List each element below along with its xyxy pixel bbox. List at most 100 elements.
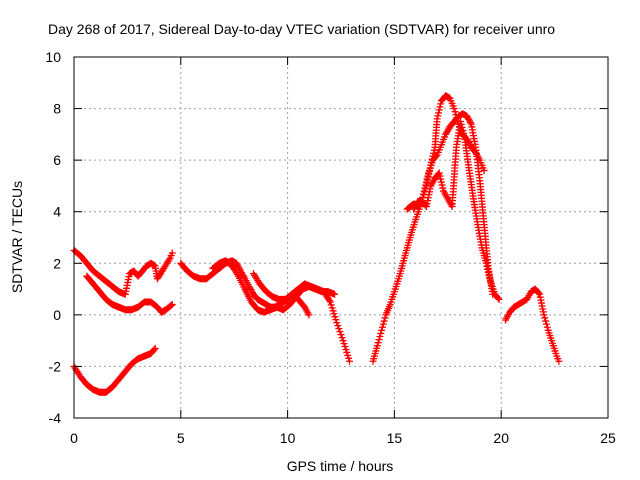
y-tick-label: -2 xyxy=(49,358,62,374)
x-axis-label: GPS time / hours xyxy=(287,458,394,474)
data-point xyxy=(331,290,339,298)
data-point xyxy=(428,155,436,163)
data-point xyxy=(459,129,467,137)
data-point xyxy=(346,357,354,365)
data-point xyxy=(435,106,443,114)
series-track-3 xyxy=(70,344,159,396)
data-point xyxy=(338,334,346,342)
tick-layer: 0 5 10 15 20 25 -4 -2 0 2 4 6 8 10 xyxy=(45,49,616,446)
x-tick-label: 15 xyxy=(387,430,403,446)
data-point xyxy=(480,166,488,174)
data-point xyxy=(457,120,465,128)
data-point xyxy=(427,158,435,166)
data-point xyxy=(379,320,387,328)
data-point xyxy=(494,294,502,302)
data-point xyxy=(541,314,549,322)
data-point xyxy=(436,172,444,180)
data-point xyxy=(427,161,435,169)
data-point xyxy=(333,319,341,327)
data-point xyxy=(375,336,383,344)
data-point xyxy=(535,289,543,297)
x-tick-label: 10 xyxy=(280,430,296,446)
data-point xyxy=(336,328,344,336)
data-point xyxy=(543,323,551,331)
data-point xyxy=(150,346,158,354)
y-tick-label: 0 xyxy=(53,307,61,323)
data-point xyxy=(381,314,389,322)
x-tick-label: 0 xyxy=(70,430,78,446)
data-point xyxy=(373,342,381,350)
data-point xyxy=(484,268,492,276)
data-point xyxy=(430,149,438,157)
data-layer xyxy=(70,92,563,396)
data-point xyxy=(439,184,447,192)
data-point xyxy=(485,271,493,279)
data-point xyxy=(334,322,342,330)
series-track-1 xyxy=(70,246,176,298)
data-point xyxy=(429,152,437,160)
data-point xyxy=(380,317,388,325)
data-point xyxy=(460,133,468,141)
data-point xyxy=(151,344,159,352)
data-point xyxy=(466,118,474,126)
x-tick-label: 20 xyxy=(493,430,509,446)
y-tick-label: 4 xyxy=(53,204,61,220)
y-tick-label: 10 xyxy=(45,49,61,65)
data-point xyxy=(540,311,548,319)
data-point xyxy=(483,262,491,270)
data-point xyxy=(450,105,458,113)
data-point xyxy=(438,181,446,189)
data-point xyxy=(435,169,443,177)
y-tick-label: 2 xyxy=(53,255,61,271)
data-point xyxy=(434,112,442,120)
data-point xyxy=(305,311,313,319)
data-point xyxy=(378,326,386,334)
grid-layer xyxy=(74,57,608,418)
data-point xyxy=(430,146,438,154)
data-point xyxy=(555,357,563,365)
data-point xyxy=(325,296,333,304)
data-point xyxy=(337,331,345,339)
data-point xyxy=(486,274,494,282)
data-point xyxy=(452,111,460,119)
data-point xyxy=(377,329,385,337)
data-point xyxy=(168,249,176,257)
series-track-9 xyxy=(410,117,503,303)
data-point xyxy=(482,259,490,267)
data-point xyxy=(459,126,467,134)
data-point xyxy=(421,201,429,209)
data-point xyxy=(378,323,386,331)
data-point xyxy=(437,100,445,108)
data-point xyxy=(542,317,550,325)
data-point xyxy=(167,301,175,309)
data-point xyxy=(437,178,445,186)
y-tick-label: -4 xyxy=(49,410,62,426)
data-point xyxy=(433,115,441,123)
data-point xyxy=(435,109,443,117)
plot-frame xyxy=(73,56,609,419)
chart-title: Day 268 of 2017, Sidereal Day-to-day VTE… xyxy=(48,21,555,37)
data-point xyxy=(437,175,445,183)
data-point xyxy=(453,114,461,122)
y-tick-label: 8 xyxy=(53,101,61,117)
data-point xyxy=(451,108,459,116)
series-track-6 xyxy=(249,270,354,365)
data-point xyxy=(376,333,384,341)
data-point xyxy=(168,301,176,309)
data-point xyxy=(436,103,444,111)
data-point xyxy=(335,325,343,333)
series-track-10 xyxy=(501,285,563,365)
data-point xyxy=(484,265,492,273)
series-track-2 xyxy=(83,272,176,316)
data-point xyxy=(542,320,550,328)
data-point xyxy=(458,123,466,131)
y-tick-label: 6 xyxy=(53,152,61,168)
data-point xyxy=(374,339,382,347)
x-tick-label: 5 xyxy=(177,430,185,446)
data-point xyxy=(495,295,503,303)
x-tick-label: 25 xyxy=(600,430,616,446)
data-point xyxy=(457,117,465,125)
y-axis-label: SDTVAR / TECUs xyxy=(9,181,25,293)
